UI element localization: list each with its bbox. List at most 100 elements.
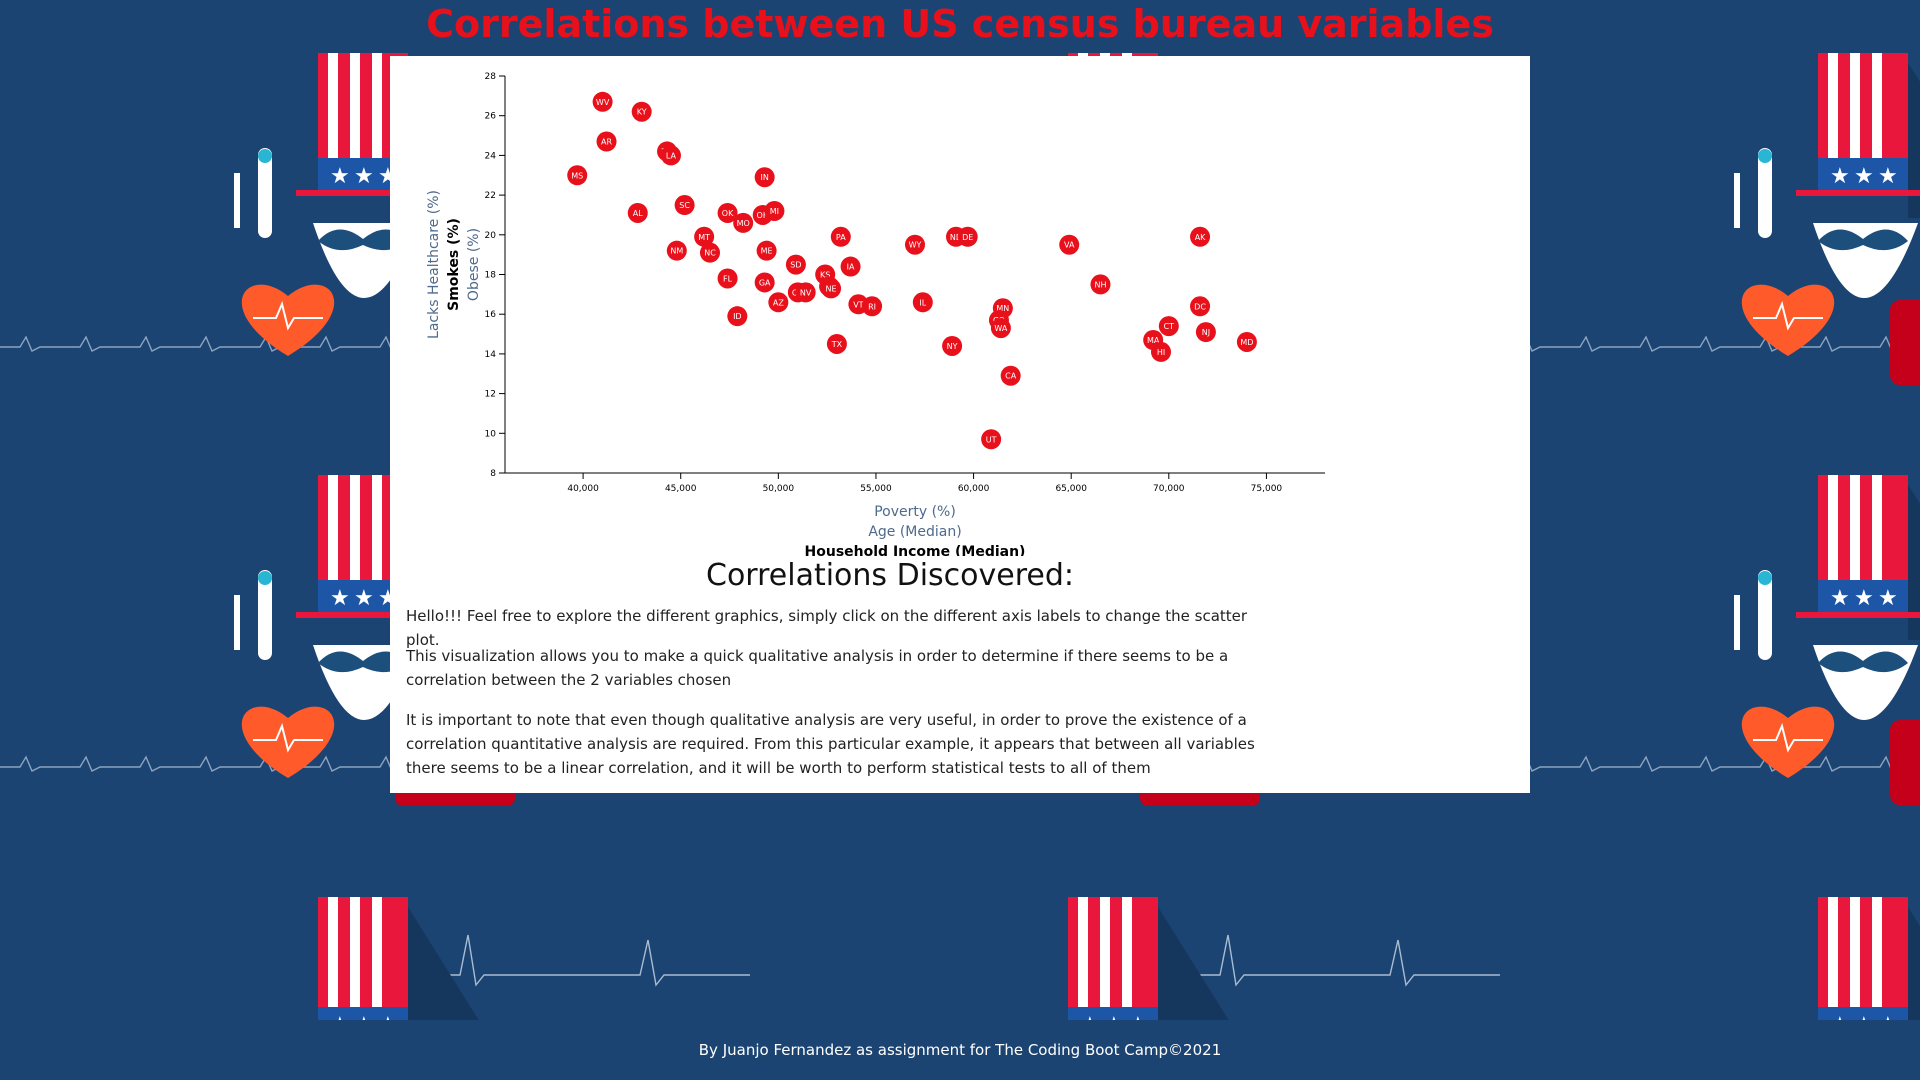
svg-text:★: ★ bbox=[1854, 164, 1874, 189]
svg-text:★: ★ bbox=[330, 164, 350, 189]
data-point-label-la: LA bbox=[666, 151, 677, 160]
data-point-nj: NJ bbox=[1195, 322, 1216, 343]
data-point-label-wa: WA bbox=[994, 324, 1007, 333]
x-axis-label-2[interactable]: Age (Median) bbox=[868, 524, 961, 540]
data-point-ne: NE bbox=[821, 278, 842, 299]
y-tick-label-4: 16 bbox=[485, 310, 497, 320]
x-axis-label-1[interactable]: Poverty (%) bbox=[874, 504, 956, 520]
data-point-label-me: ME bbox=[761, 247, 773, 256]
y-axis-label-2[interactable]: Smokes (%) bbox=[446, 218, 462, 311]
data-point-tx: TX bbox=[826, 333, 847, 354]
data-point-hi: HI bbox=[1151, 341, 1171, 362]
y-tick-label-9: 26 bbox=[485, 112, 497, 122]
data-point-label-ga: GA bbox=[759, 278, 771, 287]
heart-monitor-3 bbox=[1741, 284, 1835, 356]
data-point-nc: NC bbox=[700, 242, 720, 263]
x-tick-label-1: 45,000 bbox=[665, 484, 697, 494]
data-point-label-az: AZ bbox=[773, 298, 784, 307]
data-point-mi: MI bbox=[764, 200, 785, 221]
x-tick-label-2: 50,000 bbox=[763, 484, 795, 494]
data-point-label-ar: AR bbox=[601, 138, 612, 147]
scatter-chart: 40,000 45,000 50,000 55,000 60,000 65,000 70,0… bbox=[426, 72, 1325, 556]
svg-text:★: ★ bbox=[1830, 164, 1850, 189]
data-point-wy: WY bbox=[905, 234, 925, 255]
data-point-label-in: IN bbox=[760, 173, 768, 182]
data-point-label-de: DE bbox=[962, 233, 973, 242]
data-point-ms: MS bbox=[567, 165, 588, 186]
data-point-label-ma: MA bbox=[1147, 336, 1160, 345]
uncle-sam-hat-3: ★ ★ ★ bbox=[1796, 53, 1920, 218]
y-tick-label-2: 12 bbox=[485, 390, 496, 400]
data-point-nm: NM bbox=[666, 240, 687, 261]
data-point-ak: AK bbox=[1190, 226, 1211, 247]
description-paragraph-1: Hello!!! Feel free to explore the differ… bbox=[406, 607, 1248, 649]
data-point-ri: RI bbox=[862, 296, 883, 317]
data-point-label-wy: WY bbox=[909, 241, 922, 250]
data-point-mt: MT bbox=[694, 226, 715, 247]
data-point-ar: AR bbox=[596, 131, 617, 152]
data-point-mo: MO bbox=[733, 212, 754, 233]
data-point-ut: UT bbox=[981, 429, 1002, 450]
x-tick-label-6: 70,000 bbox=[1153, 484, 1185, 494]
x-tick-label-7: 75,000 bbox=[1251, 484, 1283, 494]
y-axis-label-3[interactable]: Obese (%) bbox=[466, 228, 482, 301]
data-point-label-md: MD bbox=[1240, 338, 1253, 347]
data-point-sd: SD bbox=[785, 254, 806, 275]
data-point-label-ia: IA bbox=[847, 263, 855, 272]
uncle-sam-face-6 bbox=[1813, 645, 1918, 720]
data-point-la: LA bbox=[660, 145, 681, 166]
data-point-label-nv: NV bbox=[800, 288, 812, 297]
data-point-label-vt: VT bbox=[853, 300, 863, 309]
data-point-label-tx: TX bbox=[831, 340, 843, 349]
data-point-md: MD bbox=[1236, 331, 1257, 352]
red-badge-1 bbox=[1890, 300, 1920, 385]
data-point-label-ne: NE bbox=[826, 284, 837, 293]
data-point-nv: NV bbox=[795, 282, 816, 303]
data-point-label-ak: AK bbox=[1195, 233, 1206, 242]
red-badge-2 bbox=[1890, 720, 1920, 805]
y-tick-label-7: 22 bbox=[485, 191, 496, 201]
y-tick-label-5: 18 bbox=[485, 271, 497, 281]
heart-monitor-6 bbox=[1741, 706, 1835, 778]
data-point-label-mo: MO bbox=[737, 219, 750, 228]
svg-text:★: ★ bbox=[354, 164, 374, 189]
data-point-label-mt: MT bbox=[698, 233, 710, 242]
ecg-line-3 bbox=[420, 934, 750, 987]
data-point-label-nd: ND bbox=[950, 233, 962, 242]
y-tick-label-10: 28 bbox=[485, 72, 497, 82]
data-point-label-ny: NY bbox=[947, 342, 958, 351]
x-tick-label-4: 60,000 bbox=[958, 484, 990, 494]
y-tick-label-1: 10 bbox=[485, 429, 497, 439]
footer-credits: By Juanjo Fernandez as assignment for Th… bbox=[698, 1041, 1222, 1059]
data-point-label-fl: FL bbox=[723, 274, 733, 283]
data-point-ny: NY bbox=[942, 335, 963, 356]
x-tick-label-0: 40,000 bbox=[567, 484, 599, 494]
x-tick-label-3: 55,000 bbox=[860, 484, 892, 494]
data-point-label-nh: NH bbox=[1094, 280, 1106, 289]
data-point-label-sd: SD bbox=[790, 261, 801, 270]
heart-monitor-1 bbox=[241, 284, 335, 356]
ecg-line-4 bbox=[1170, 934, 1500, 987]
data-point-label-mi: MI bbox=[770, 207, 779, 216]
svg-text:★: ★ bbox=[1830, 586, 1850, 611]
data-point-label-id: ID bbox=[733, 312, 742, 321]
data-point-label-pa: PA bbox=[836, 233, 846, 242]
data-point-ct: CT bbox=[1158, 316, 1179, 337]
data-point-label-oh: OH bbox=[757, 211, 769, 220]
data-point-label-dc: DC bbox=[1194, 302, 1206, 311]
data-point-fl: FL bbox=[717, 268, 738, 289]
y-axis-label-1[interactable]: Lacks Healthcare (%) bbox=[426, 190, 442, 339]
data-point-il: IL bbox=[912, 292, 933, 313]
data-point-pa: PA bbox=[830, 226, 851, 247]
data-point-label-hi: HI bbox=[1157, 348, 1165, 357]
data-point-label-ri: RI bbox=[868, 302, 876, 311]
x-axis-label-3[interactable]: Household Income (Median) bbox=[805, 544, 1026, 556]
data-point-label-nj: NJ bbox=[1202, 328, 1210, 337]
data-point-wa: WA bbox=[990, 318, 1011, 339]
data-point-label-ks: KS bbox=[820, 271, 830, 280]
data-point-label-wv: WV bbox=[596, 98, 610, 107]
content-card: 40,000 45,000 50,000 55,000 60,000 65,000 70,0… bbox=[390, 56, 1530, 793]
data-point-label-ok: OK bbox=[722, 209, 734, 218]
thermometer-4 bbox=[234, 570, 272, 660]
data-point-va: VA bbox=[1059, 234, 1080, 255]
